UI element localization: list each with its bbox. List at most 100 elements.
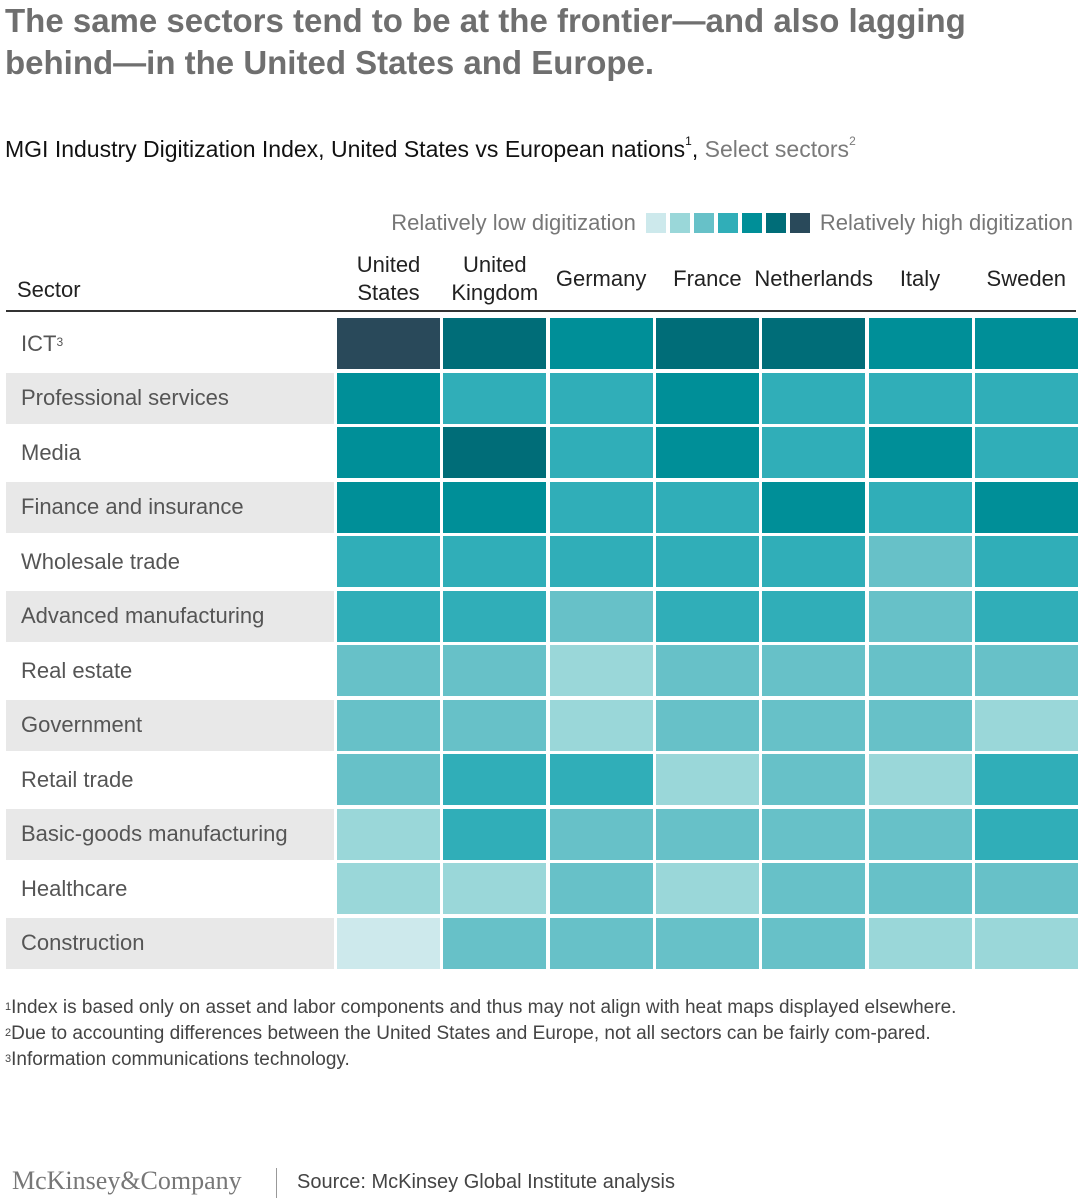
- heatmap-cell: [337, 917, 440, 969]
- footnote-2: 2Due to accounting differences between t…: [5, 1021, 1045, 1047]
- legend-swatch-5: [741, 213, 762, 233]
- heatmap-cell: [443, 754, 547, 805]
- column-header-france: France: [673, 266, 742, 291]
- column-header-united-kingdom: United Kingdom: [451, 252, 539, 305]
- heatmap-cell: [868, 372, 972, 424]
- heatmap-cell: [443, 645, 547, 696]
- row-label-advanced-manufacturing: Advanced manufacturing: [6, 590, 334, 642]
- column-header-italy: Italy: [899, 266, 941, 291]
- heatmap-cell: [762, 808, 866, 860]
- heatmap-cell: [549, 917, 653, 969]
- legend-low-label: Relatively low digitization: [391, 210, 636, 235]
- heatmap-cell: [443, 590, 547, 642]
- heatmap-cell: [868, 917, 972, 969]
- heatmap-cell: [337, 372, 440, 424]
- heatmap-cell: [974, 536, 1078, 587]
- heatmap-cell: [337, 808, 440, 860]
- heatmap-cell: [655, 372, 759, 424]
- row-label-professional-services: Professional services: [6, 372, 334, 424]
- heatmap-cell: [443, 536, 547, 587]
- legend-swatches: [642, 213, 810, 233]
- heatmap-cell: [337, 645, 440, 696]
- legend-swatch-3: [693, 213, 714, 233]
- legend-swatch-1: [645, 213, 666, 233]
- footnote-3-marker: 3: [5, 1053, 12, 1065]
- heatmap-cell: [337, 427, 440, 478]
- footnotes: 1Index is based only on asset and labor …: [5, 995, 1045, 1073]
- column-header-netherlands: Netherlands: [754, 266, 874, 291]
- heatmap-cell: [974, 481, 1078, 533]
- heatmap-cell: [974, 808, 1078, 860]
- heatmap-cell: [655, 863, 759, 914]
- footer-separator: [276, 1168, 277, 1198]
- heatmap-cell: [762, 590, 866, 642]
- heatmap-cell: [974, 917, 1078, 969]
- heatmap-cell: [337, 863, 440, 914]
- heatmap-cell: [549, 318, 653, 369]
- heatmap-cell: [868, 754, 972, 805]
- heatmap-cell: [549, 863, 653, 914]
- row-label-media: Media: [21, 439, 81, 465]
- heatmap-cell: [337, 590, 440, 642]
- heatmap-cell: [868, 863, 972, 914]
- heatmap-cell: [974, 427, 1078, 478]
- source-note: Source: McKinsey Global Institute analys…: [297, 1171, 675, 1193]
- footnote-1: 1Index is based only on asset and labor …: [5, 995, 1045, 1021]
- heatmap-cell: [762, 372, 866, 424]
- footnote-3: 3Information communications technology.: [5, 1047, 1045, 1073]
- heatmap-cell: [655, 699, 759, 751]
- heatmap-cell: [549, 536, 653, 587]
- legend-swatch-4: [717, 213, 738, 233]
- row-label-government: Government: [6, 699, 334, 751]
- legend-swatch-7: [789, 213, 810, 233]
- heatmap-cell: [655, 536, 759, 587]
- heatmap-cell: [974, 754, 1078, 805]
- heatmap-cell: [443, 372, 547, 424]
- heatmap-cell: [762, 863, 866, 914]
- heatmap-cell: [868, 427, 972, 478]
- subtitle-main-sup: 1: [685, 134, 692, 148]
- footnote-1-text: Index is based only on asset and labor c…: [11, 997, 957, 1018]
- heatmap-cell: [974, 699, 1078, 751]
- subtitle-main: MGI Industry Digitization Index, United …: [5, 136, 686, 162]
- heatmap-cell: [443, 699, 547, 751]
- footnote-2-marker: 2: [5, 1027, 12, 1039]
- heatmap-cell: [443, 481, 547, 533]
- subtitle-light-sup: 2: [849, 134, 856, 148]
- heatmap-cell: [655, 645, 759, 696]
- legend-swatch-2: [669, 213, 690, 233]
- heatmap-cell: [974, 372, 1078, 424]
- header-divider: [6, 310, 1076, 312]
- footnote-1-marker: 1: [5, 1001, 12, 1013]
- row-label-real-estate: Real estate: [21, 657, 133, 683]
- column-header-sweden: Sweden: [986, 266, 1067, 291]
- heatmap-cell: [549, 481, 653, 533]
- heatmap-cell: [549, 372, 653, 424]
- row-label-ict: ICT 3: [21, 330, 64, 356]
- footnote-2-text: Due to accounting differences between th…: [11, 1023, 931, 1044]
- heatmap-cell: [974, 863, 1078, 914]
- row-label-retail-trade: Retail trade: [21, 766, 134, 792]
- heatmap-cell: [443, 917, 547, 969]
- heatmap-cell: [868, 808, 972, 860]
- heatmap-cell: [762, 645, 866, 696]
- heatmap-cell: [549, 754, 653, 805]
- heatmap-cell: [337, 754, 440, 805]
- heatmap-cell: [762, 427, 866, 478]
- heatmap-cell: [655, 590, 759, 642]
- heatmap-cell: [549, 590, 653, 642]
- heatmap-cell: [868, 645, 972, 696]
- heatmap-cell: [868, 590, 972, 642]
- heatmap-cell: [443, 808, 547, 860]
- heatmap-cell: [974, 318, 1078, 369]
- heatmap-cell: [443, 318, 547, 369]
- column-header-united-states: United States: [356, 252, 421, 305]
- subtitle-light: Select sectors: [698, 136, 850, 162]
- row-label-wholesale-trade: Wholesale trade: [21, 548, 180, 574]
- heatmap-cell: [443, 427, 547, 478]
- heatmap-cell: [762, 754, 866, 805]
- heatmap-cell: [868, 481, 972, 533]
- heatmap-cell: [762, 481, 866, 533]
- heatmap-cell: [549, 427, 653, 478]
- heatmap-cell: [762, 699, 866, 751]
